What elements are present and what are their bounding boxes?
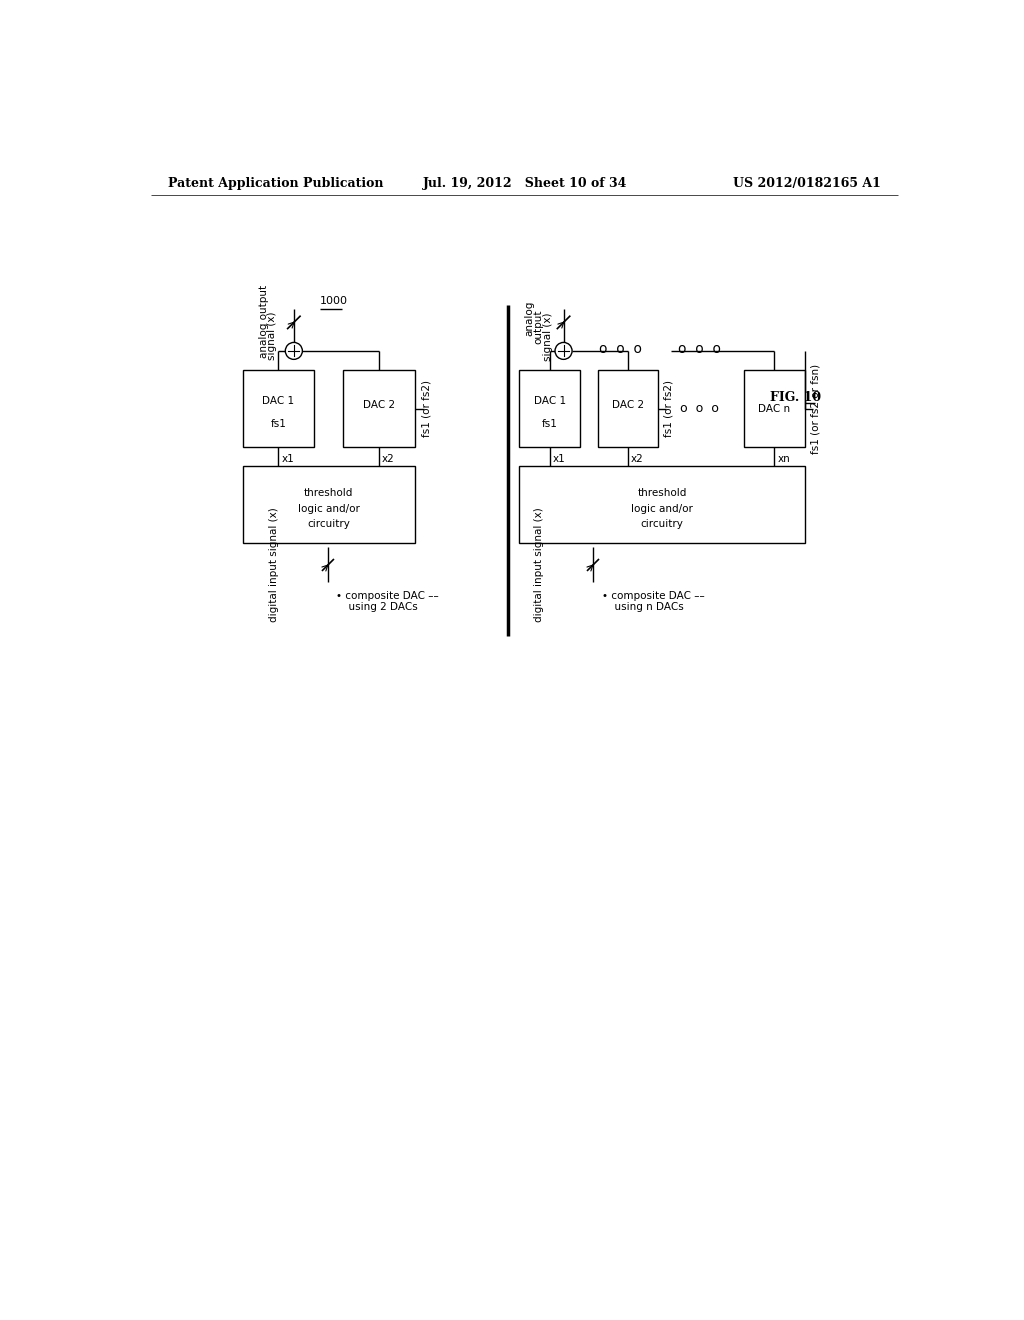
Text: FIG. 10: FIG. 10 <box>770 391 821 404</box>
Text: 1000: 1000 <box>321 296 348 306</box>
Text: fs1 (or fs2): fs1 (or fs2) <box>421 380 431 437</box>
Text: x1: x1 <box>282 454 294 463</box>
Text: using n DACs: using n DACs <box>608 602 684 611</box>
Bar <box>744 370 805 447</box>
Text: • composite DAC ––: • composite DAC –– <box>336 591 438 601</box>
Text: circuitry: circuitry <box>641 519 683 529</box>
Text: digital input signal (x): digital input signal (x) <box>534 508 544 622</box>
Text: • composite DAC ––: • composite DAC –– <box>602 591 706 601</box>
Text: DAC n: DAC n <box>759 404 791 413</box>
Text: fs1 (or fs2): fs1 (or fs2) <box>664 380 673 437</box>
Text: Jul. 19, 2012   Sheet 10 of 34: Jul. 19, 2012 Sheet 10 of 34 <box>423 177 627 190</box>
Circle shape <box>286 342 302 359</box>
Text: output: output <box>534 310 544 345</box>
Text: x1: x1 <box>553 454 565 463</box>
Text: fs1 (or fs2 or fsn): fs1 (or fs2 or fsn) <box>810 363 820 454</box>
Text: DAC 2: DAC 2 <box>611 400 644 409</box>
Text: logic and/or: logic and/or <box>298 504 359 513</box>
Bar <box>243 370 314 447</box>
Text: o  o  o: o o o <box>680 403 719 416</box>
Text: DAC 1: DAC 1 <box>262 396 295 407</box>
Bar <box>519 466 805 544</box>
Text: analog: analog <box>524 301 535 337</box>
Text: o  o  o: o o o <box>678 342 721 356</box>
Text: fs1: fs1 <box>270 418 287 429</box>
Text: analog output: analog output <box>259 285 268 358</box>
Text: logic and/or: logic and/or <box>631 504 693 513</box>
Text: x2: x2 <box>382 454 395 463</box>
Text: DAC 2: DAC 2 <box>364 400 395 409</box>
Bar <box>243 466 415 544</box>
Text: threshold: threshold <box>637 488 687 499</box>
Text: xn: xn <box>777 454 791 463</box>
Bar <box>343 370 415 447</box>
Text: using 2 DACs: using 2 DACs <box>342 602 418 611</box>
Bar <box>598 370 658 447</box>
Text: circuitry: circuitry <box>307 519 350 529</box>
Text: o  o  o: o o o <box>599 342 642 356</box>
Bar <box>519 370 580 447</box>
Text: digital input signal (x): digital input signal (x) <box>268 508 279 622</box>
Text: signal (x): signal (x) <box>267 312 278 360</box>
Text: x2: x2 <box>631 454 644 463</box>
Text: fs1: fs1 <box>542 418 557 429</box>
Circle shape <box>555 342 572 359</box>
Text: US 2012/0182165 A1: US 2012/0182165 A1 <box>733 177 882 190</box>
Text: Patent Application Publication: Patent Application Publication <box>168 177 384 190</box>
Text: signal (x): signal (x) <box>543 312 553 360</box>
Text: threshold: threshold <box>304 488 353 499</box>
Text: DAC 1: DAC 1 <box>534 396 565 407</box>
